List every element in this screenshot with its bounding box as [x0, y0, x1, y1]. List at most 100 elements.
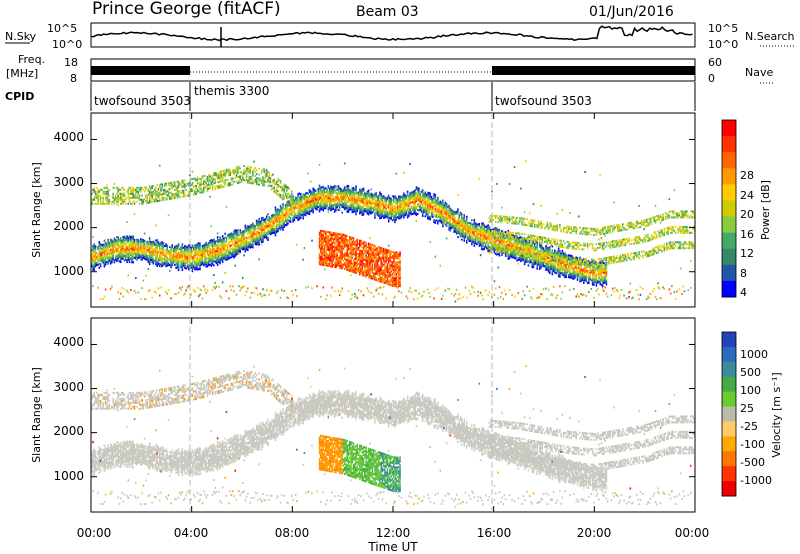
power-cell	[165, 261, 167, 264]
power-cell	[109, 242, 112, 245]
power-cell	[380, 262, 382, 265]
power-cell	[270, 188, 273, 191]
power-cell	[401, 206, 404, 209]
power-cell	[359, 200, 361, 203]
power-cell	[265, 225, 268, 228]
power-cell	[414, 212, 416, 215]
power-cell	[263, 236, 265, 239]
power-cell	[374, 194, 376, 197]
power-cell	[362, 205, 365, 208]
power-cell	[156, 245, 158, 248]
power-cell	[381, 273, 384, 276]
power-cell	[172, 193, 175, 196]
power-cell	[265, 172, 268, 175]
power-cell	[401, 212, 404, 215]
power-cell	[333, 190, 336, 193]
power-cell	[197, 242, 200, 245]
power-cell	[411, 191, 414, 194]
power-cell	[195, 192, 197, 195]
power-cell	[284, 192, 287, 195]
power-cell	[234, 168, 237, 171]
power-cell	[202, 182, 205, 185]
power-cell	[270, 214, 273, 217]
power-cell	[320, 243, 322, 246]
power-cell	[250, 180, 253, 183]
power-cell	[294, 214, 297, 217]
power-cell	[192, 288, 195, 291]
power-cell	[317, 200, 320, 202]
power-cell	[398, 273, 400, 276]
power-cell	[375, 255, 377, 258]
power-cell	[359, 243, 361, 246]
power-cell	[157, 287, 160, 290]
power-cell	[326, 240, 328, 243]
power-cell	[401, 208, 404, 211]
power-cell	[174, 181, 176, 184]
power-cell	[298, 202, 301, 205]
power-cell	[346, 264, 348, 267]
power-cell	[148, 245, 151, 248]
power-cell	[326, 234, 328, 237]
power-cell	[348, 206, 351, 209]
power-cell	[321, 198, 323, 201]
power-cell	[394, 281, 396, 284]
power-cell	[258, 243, 260, 246]
power-cell	[224, 181, 226, 184]
power-cell	[332, 237, 335, 240]
power-cell	[160, 183, 162, 186]
power-cell	[399, 251, 401, 254]
power-cell	[323, 262, 326, 265]
power-cell	[163, 182, 166, 185]
power-cell	[418, 195, 420, 198]
power-cell	[359, 210, 361, 213]
power-cell	[391, 256, 394, 259]
power-cell	[341, 205, 343, 208]
power-cell	[131, 235, 133, 238]
power-cell	[286, 216, 288, 219]
power-cell	[160, 255, 162, 258]
power-cell	[394, 283, 396, 286]
power-cell	[122, 194, 125, 197]
power-cell	[415, 212, 418, 215]
power-cell	[211, 247, 214, 250]
power-cell	[199, 187, 201, 190]
power-cell	[306, 201, 308, 204]
power-cell	[299, 195, 302, 198]
power-cell	[367, 270, 370, 273]
power-cell	[323, 193, 326, 196]
power-cell	[320, 202, 322, 205]
power-cell	[150, 259, 152, 262]
power-cell	[409, 287, 411, 290]
power-cell	[335, 195, 337, 198]
power-cell	[122, 257, 125, 260]
power-cell	[296, 197, 298, 200]
power-cell	[259, 238, 262, 241]
power-cell	[176, 186, 179, 189]
power-cell	[197, 262, 200, 265]
power-cell	[208, 177, 210, 180]
power-cell	[236, 176, 239, 179]
power-cell	[322, 242, 325, 245]
power-cell	[269, 221, 272, 224]
power-cell	[320, 295, 322, 298]
power-cell	[109, 287, 112, 290]
power-cell	[440, 219, 443, 222]
power-cell	[189, 262, 191, 265]
power-cell	[414, 205, 416, 208]
power-cell	[343, 246, 346, 249]
power-cell	[177, 196, 180, 199]
power-cell	[382, 269, 385, 272]
power-cell	[240, 243, 243, 246]
power-cell	[216, 238, 219, 241]
power-cell	[297, 203, 299, 206]
power-cell	[184, 260, 186, 263]
power-cell	[293, 211, 296, 214]
power-cell	[287, 196, 289, 199]
power-cell	[196, 252, 199, 255]
power-cell	[127, 274, 130, 277]
power-cell	[306, 205, 308, 208]
power-cell	[257, 238, 259, 241]
power-cell	[410, 201, 413, 204]
power-cell	[374, 196, 376, 199]
power-cell	[96, 192, 98, 195]
